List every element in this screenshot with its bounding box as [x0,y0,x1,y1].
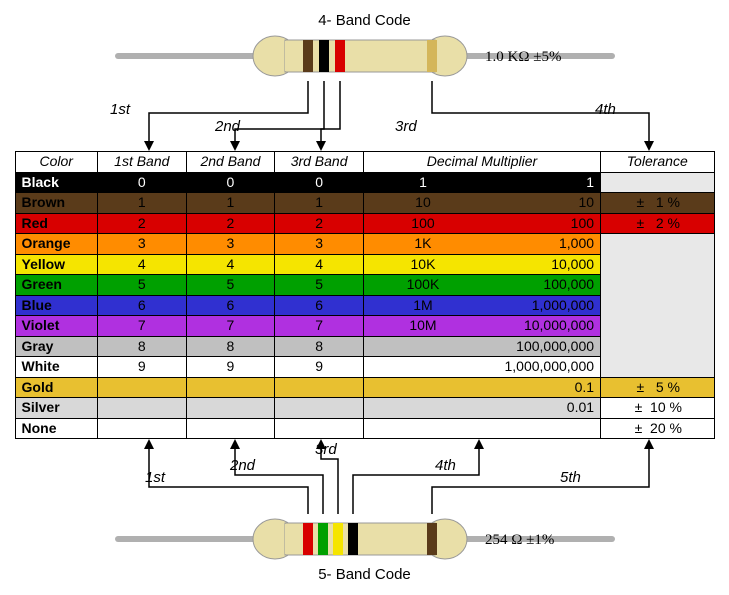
svg-text:5th: 5th [560,469,581,486]
color-name-cell: White [15,357,97,378]
arrows-top: 1st 2nd 3rd 4th [15,81,715,151]
color-name-cell: Brown [15,193,97,214]
table-header-row: Color 1st Band 2nd Band 3rd Band Decimal… [15,152,714,173]
svg-text:1st: 1st [110,101,131,118]
svg-text:2nd: 2nd [229,457,256,474]
color-name-cell: Orange [15,234,97,255]
col-multiplier: Decimal Multiplier [363,152,600,173]
table-row: Orange3331K1,000 [15,234,714,255]
col-tolerance: Tolerance [601,152,714,173]
color-name-cell: Black [15,172,97,193]
color-name-cell: Green [15,275,97,296]
value-4band: 1.0 KΩ ±5% [485,49,561,65]
arrows-bottom: 1st 2nd 3rd 4th 5th [15,439,715,514]
resistor-4band: 1.0 KΩ ±5% [115,31,615,81]
color-name-cell: Gray [15,336,97,357]
svg-text:2nd: 2nd [214,118,241,135]
col-band2: 2nd Band [186,152,275,173]
color-name-cell: Red [15,213,97,234]
col-band1: 1st Band [97,152,186,173]
col-color: Color [15,152,97,173]
color-name-cell: None [15,418,97,439]
table-row: Red222100100± 2 % [15,213,714,234]
svg-text:3rd: 3rd [315,441,337,458]
table-row: Brown1111010± 1 % [15,193,714,214]
resistor-5band: 254 Ω ±1% [115,514,615,564]
svg-text:1st: 1st [145,469,166,486]
table-row: Black00011 [15,172,714,193]
color-name-cell: Violet [15,316,97,337]
color-name-cell: Blue [15,295,97,316]
col-band3: 3rd Band [275,152,364,173]
svg-text:4th: 4th [595,101,616,118]
svg-text:3rd: 3rd [395,118,417,135]
color-name-cell: Gold [15,377,97,398]
svg-text:4th: 4th [435,457,456,474]
table-row: None± 20 % [15,418,714,439]
title-5band: 5- Band Code [10,566,719,583]
title-4band: 4- Band Code [10,12,719,29]
table-row: Silver0.01± 10 % [15,398,714,419]
color-name-cell: Silver [15,398,97,419]
color-code-table: Color 1st Band 2nd Band 3rd Band Decimal… [15,151,715,439]
color-name-cell: Yellow [15,254,97,275]
value-5band: 254 Ω ±1% [485,532,554,548]
table-row: Gold0.1± 5 % [15,377,714,398]
